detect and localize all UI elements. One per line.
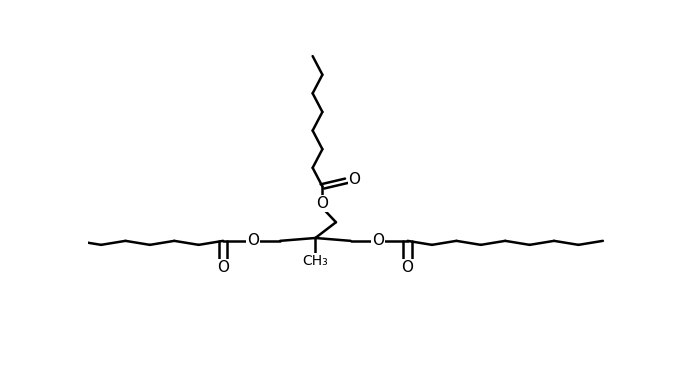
- Text: O: O: [372, 233, 384, 248]
- Text: O: O: [217, 260, 229, 275]
- Text: CH₃: CH₃: [302, 254, 328, 268]
- Text: O: O: [247, 233, 259, 248]
- Text: O: O: [349, 172, 361, 187]
- Text: O: O: [316, 196, 328, 211]
- Text: O: O: [402, 260, 414, 275]
